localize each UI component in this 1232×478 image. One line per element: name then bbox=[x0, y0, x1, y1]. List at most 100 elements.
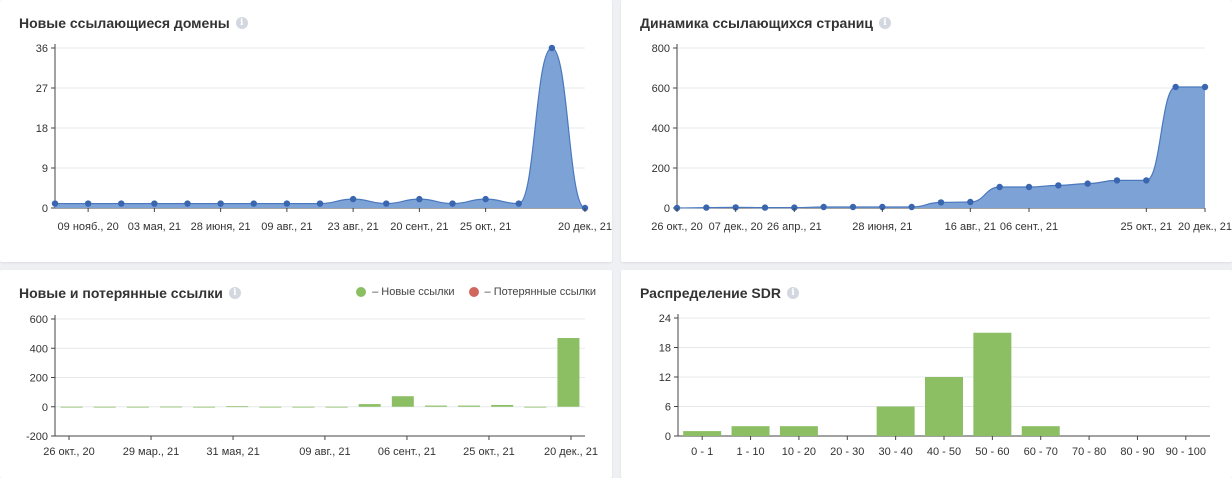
y-tick-label: 200 bbox=[30, 373, 48, 385]
data-point bbox=[482, 195, 489, 203]
data-point bbox=[1143, 177, 1150, 184]
x-tick-label: 50 - 60 bbox=[975, 446, 1009, 458]
data-point bbox=[283, 200, 291, 207]
x-tick-label: 31 мая, 21 bbox=[206, 446, 259, 458]
data-point bbox=[250, 200, 257, 207]
x-tick-label: 0 - 1 bbox=[691, 446, 713, 458]
x-tick-label: 20 сент., 21 bbox=[390, 221, 448, 233]
y-tick-label: 600 bbox=[30, 314, 48, 326]
data-point bbox=[849, 203, 857, 211]
y-tick-label: 9 bbox=[42, 163, 48, 175]
new-domains-panel: Новые ссылающиеся домены i 0 9 18 27 36 09 но… bbox=[0, 0, 612, 262]
x-tick-label: 03 мая, 21 bbox=[128, 221, 181, 233]
x-tick-label: 70 - 80 bbox=[1072, 446, 1106, 458]
x-tick-label: 06 сент., 21 bbox=[1000, 221, 1058, 233]
x-tick-label: 20 дек., 21 bbox=[1178, 221, 1232, 233]
info-icon[interactable]: i bbox=[878, 17, 891, 29]
bar-new-links bbox=[557, 338, 580, 407]
legend-item-lost-links[interactable]: – Потерянные ссылки bbox=[468, 286, 596, 298]
bar-new-links bbox=[292, 406, 315, 408]
x-tick-label: 25 окт., 21 bbox=[463, 446, 515, 458]
x-tick-label: 20 - 30 bbox=[830, 446, 864, 458]
x-tick-label: 26 окт., 20 bbox=[43, 446, 95, 458]
data-point bbox=[151, 200, 158, 207]
x-tick-label: 20 дек., 21 bbox=[544, 446, 598, 458]
new-lost-links-title: Новые и потерянные ссылки bbox=[19, 285, 223, 301]
legend-label-new-links: – Новые ссылки bbox=[372, 286, 455, 298]
bar-new-links bbox=[524, 406, 547, 408]
y-tick-label: 400 bbox=[652, 123, 670, 135]
bar-new-links bbox=[458, 405, 481, 407]
data-point bbox=[316, 200, 324, 207]
x-tick-label: 90 - 100 bbox=[1166, 446, 1206, 458]
sdr-distribution-panel: Распределение SDR i 0 6 12 18 24 0 - 1 1 - 10 1… bbox=[621, 270, 1232, 478]
x-tick-label: 09 нояб., 20 bbox=[58, 221, 119, 233]
data-point bbox=[1084, 180, 1091, 187]
legend-label-lost-links: – Потерянные ссылки bbox=[484, 286, 596, 298]
bar-new-links bbox=[126, 406, 149, 408]
bar-sdr bbox=[876, 406, 915, 436]
sdr-distribution-chart: 0 6 12 18 24 0 - 1 1 - 10 10 - 20 20 - 30 30 - 40… bbox=[659, 313, 1210, 458]
referring-pages-title-row: Динамика ссылающихся страниц i bbox=[640, 15, 891, 31]
info-icon[interactable]: i bbox=[235, 17, 248, 29]
data-point bbox=[937, 199, 945, 206]
y-tick-label: 0 bbox=[42, 402, 48, 414]
legend-item-new-links[interactable]: – Новые ссылки bbox=[356, 286, 455, 298]
bar-new-links bbox=[358, 404, 381, 407]
data-point bbox=[515, 200, 522, 207]
x-tick-label: 30 - 40 bbox=[879, 446, 913, 458]
data-point bbox=[51, 200, 59, 207]
series-area bbox=[677, 87, 1205, 208]
x-tick-label: 1 - 10 bbox=[736, 446, 764, 458]
green-dot-icon bbox=[356, 287, 367, 297]
y-tick-label: 36 bbox=[36, 43, 48, 55]
bar-new-links bbox=[259, 406, 282, 408]
data-point bbox=[879, 203, 886, 211]
data-point bbox=[1113, 177, 1121, 184]
chart-legend: – Новые ссылки – Потерянные ссылки bbox=[356, 286, 596, 298]
y-tick-label: 6 bbox=[665, 402, 671, 414]
y-tick-label: 18 bbox=[659, 343, 671, 355]
x-tick-label: 06 сент., 21 bbox=[378, 446, 436, 458]
x-tick-label: 20 дек., 21 bbox=[558, 221, 612, 233]
x-tick-label: 25 окт., 21 bbox=[1121, 221, 1173, 233]
referring-pages-chart: 0 200 400 600 800 26 окт., 20 07 дек., 20 26 ап… bbox=[651, 43, 1232, 233]
data-point bbox=[1025, 183, 1033, 191]
data-point bbox=[791, 204, 798, 211]
referring-pages-panel: Динамика ссылающихся страниц i 0 200 400 60… bbox=[621, 0, 1232, 262]
y-tick-label: 600 bbox=[652, 83, 670, 95]
x-tick-label: 26 апр., 21 bbox=[767, 221, 822, 233]
series-area bbox=[55, 48, 585, 208]
bar-new-links bbox=[60, 406, 83, 408]
data-point bbox=[449, 200, 456, 207]
data-point bbox=[996, 183, 1003, 191]
info-icon[interactable]: i bbox=[786, 287, 799, 299]
data-point bbox=[732, 204, 739, 211]
data-point bbox=[1201, 83, 1209, 91]
x-tick-label: 09 авг., 21 bbox=[299, 446, 350, 458]
x-tick-label: 28 июня, 21 bbox=[852, 221, 912, 233]
bar-new-links bbox=[193, 406, 216, 408]
info-icon[interactable]: i bbox=[228, 287, 241, 299]
data-point bbox=[84, 200, 92, 207]
y-tick-label: 12 bbox=[659, 372, 671, 384]
data-point bbox=[416, 195, 423, 203]
data-point bbox=[118, 200, 125, 207]
bar-new-links bbox=[325, 406, 348, 408]
bar-sdr bbox=[1021, 426, 1060, 436]
y-tick-label: 18 bbox=[36, 123, 48, 135]
new-lost-links-title-row: Новые и потерянные ссылки i bbox=[19, 285, 241, 301]
x-tick-label: 25 окт., 21 bbox=[460, 221, 512, 233]
x-tick-label: 60 - 70 bbox=[1024, 446, 1058, 458]
x-tick-label: 23 авг., 21 bbox=[327, 221, 378, 233]
red-dot-icon bbox=[468, 287, 479, 297]
sdr-distribution-title: Распределение SDR bbox=[640, 285, 781, 301]
new-domains-title: Новые ссылающиеся домены bbox=[19, 15, 230, 31]
y-tick-label: 200 bbox=[652, 163, 670, 175]
data-point bbox=[548, 44, 556, 52]
x-tick-label: 09 авг., 21 bbox=[261, 221, 312, 233]
sdr-distribution-title-row: Распределение SDR i bbox=[640, 285, 799, 301]
bar-new-links bbox=[226, 406, 249, 408]
data-point bbox=[820, 203, 827, 211]
data-point bbox=[1055, 182, 1062, 189]
